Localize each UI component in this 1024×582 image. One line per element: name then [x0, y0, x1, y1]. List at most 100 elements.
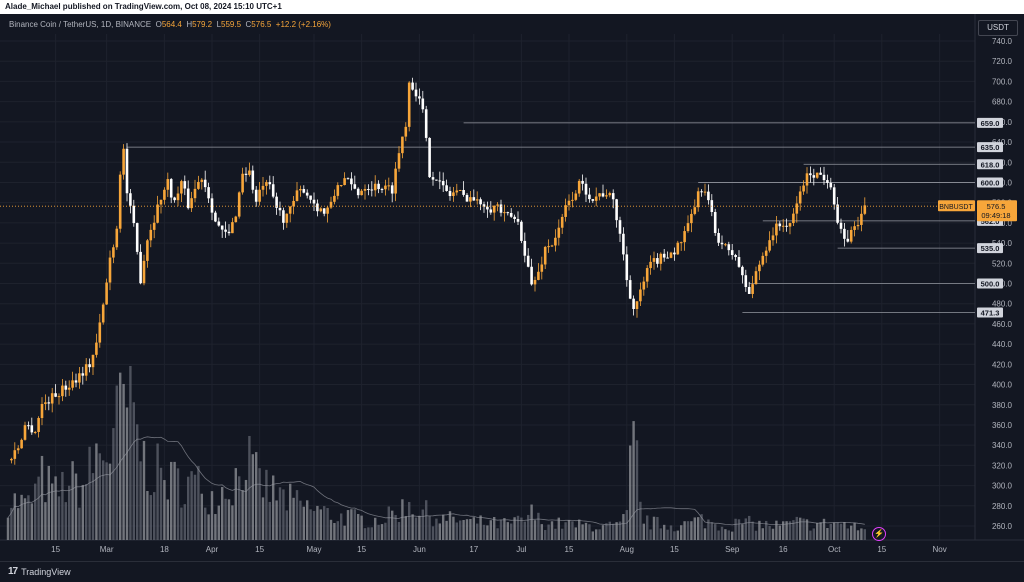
candle-body — [537, 271, 540, 280]
level-price-label: 471.3 — [981, 308, 1000, 317]
candle-body — [224, 229, 227, 232]
volume-bar — [476, 523, 479, 540]
volume-bar — [132, 402, 135, 540]
candle-body — [166, 179, 170, 190]
volume-bar — [761, 528, 764, 540]
volume-bar — [173, 461, 176, 540]
y-tick-label: 360.0 — [992, 421, 1013, 430]
candle-body — [404, 126, 408, 137]
candle-body — [679, 242, 683, 244]
candle-body — [88, 364, 91, 368]
volume-bar — [459, 520, 462, 540]
candle-body — [139, 251, 142, 284]
candle-body — [472, 197, 476, 201]
x-tick-label: Sep — [725, 545, 740, 554]
candle-body — [788, 223, 792, 227]
candle-body — [445, 185, 448, 192]
candle-body — [642, 281, 646, 290]
candle-body — [98, 322, 102, 343]
level-price-tag — [977, 159, 1003, 170]
volume-bar — [523, 521, 526, 540]
candle-body — [798, 191, 802, 204]
volume-bar — [193, 474, 197, 540]
volume-bar — [612, 523, 615, 540]
volume-bar — [778, 525, 781, 540]
volume-bar — [146, 490, 149, 540]
candle-body — [554, 237, 557, 246]
level-price-label: 562.0 — [981, 217, 1000, 226]
candle-body — [387, 185, 391, 187]
candle-body — [10, 458, 13, 461]
volume-bar — [540, 524, 543, 540]
candle-body — [492, 205, 496, 213]
volume-bar — [605, 523, 608, 540]
volume-bar — [23, 498, 27, 540]
volume-bar — [741, 524, 744, 540]
volume-bar — [513, 517, 516, 540]
candle-body — [346, 178, 350, 180]
candle-body — [458, 189, 462, 191]
candle-body — [452, 192, 455, 197]
volume-bar — [608, 521, 611, 540]
volume-bar — [98, 453, 101, 540]
level-price-tag — [977, 142, 1003, 153]
volume-bar — [370, 527, 373, 540]
candle-body — [411, 82, 414, 90]
candle-body — [744, 275, 748, 287]
volume-bar — [431, 526, 435, 540]
volume-bar — [792, 520, 795, 540]
candle-body — [108, 257, 112, 283]
volume-bar — [676, 530, 679, 540]
currency-button[interactable]: USDT — [978, 20, 1018, 36]
volume-bar — [231, 505, 234, 540]
volume-bar — [102, 460, 105, 540]
volume-bar — [299, 500, 302, 540]
candle-body — [292, 200, 295, 207]
candle-body — [326, 207, 329, 214]
candle-body — [615, 199, 618, 221]
candle-body — [720, 242, 724, 245]
candle-body — [61, 385, 64, 397]
candle-body — [81, 373, 85, 376]
candle-body — [190, 198, 193, 209]
price-chart[interactable]: 260.0 280.0 300.0 320.0 340.0 360.0 380.0 400.0… — [0, 14, 1024, 561]
volume-bar — [680, 525, 683, 540]
level-price-label: 535.0 — [981, 244, 1000, 253]
volume-bar — [149, 495, 152, 540]
volume-bar — [703, 528, 707, 540]
candle-body — [169, 179, 173, 198]
candle-body — [159, 199, 163, 205]
candle-body — [836, 204, 839, 223]
volume-bar — [326, 508, 329, 540]
candle-body — [513, 216, 516, 220]
y-tick-label: 380.0 — [992, 401, 1013, 410]
volume-bar — [629, 445, 632, 540]
open-label: O — [155, 20, 162, 29]
candle-body — [414, 89, 418, 97]
volume-bar — [530, 504, 533, 540]
candle-body — [448, 191, 452, 197]
tradingview-logo[interactable]: 17 TradingView — [8, 566, 71, 577]
candle-body — [564, 205, 567, 217]
candle-body — [265, 182, 268, 186]
candle-body — [180, 181, 183, 194]
volume-bar — [20, 494, 23, 540]
volume-bar — [241, 490, 244, 540]
volume-bar — [112, 428, 115, 540]
candle-body — [261, 185, 265, 190]
candle-body — [20, 439, 23, 449]
candle-body — [771, 235, 775, 241]
volume-bar — [91, 473, 95, 540]
x-tick-label: Nov — [932, 545, 946, 554]
volume-bar — [482, 524, 486, 540]
volume-bar — [584, 522, 588, 540]
volume-bar — [448, 511, 452, 540]
y-tick-label: 320.0 — [992, 461, 1013, 470]
level-price-tag — [977, 307, 1003, 318]
candle-body — [785, 225, 788, 227]
symbol-name[interactable]: Binance Coin / TetherUS, 1D, BINANCE — [9, 20, 152, 29]
volume-bar — [635, 440, 639, 540]
lightning-icon[interactable]: ⚡ — [872, 527, 886, 541]
volume-bar — [843, 521, 846, 540]
volume-bar — [272, 475, 275, 540]
